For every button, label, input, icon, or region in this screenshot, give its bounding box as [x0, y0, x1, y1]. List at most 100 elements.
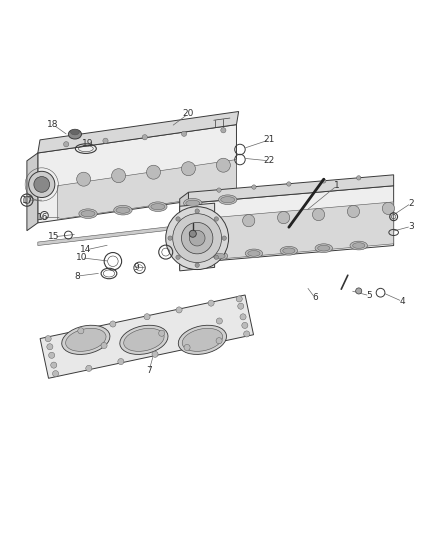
Polygon shape: [180, 192, 188, 270]
Polygon shape: [188, 175, 394, 203]
Ellipse shape: [71, 129, 79, 135]
Circle shape: [112, 169, 126, 183]
Circle shape: [216, 318, 223, 324]
Polygon shape: [188, 185, 394, 263]
Ellipse shape: [184, 198, 202, 208]
Circle shape: [53, 370, 59, 377]
Ellipse shape: [219, 195, 237, 205]
Ellipse shape: [62, 325, 110, 354]
Polygon shape: [38, 220, 232, 246]
Ellipse shape: [124, 328, 164, 351]
Ellipse shape: [149, 202, 167, 212]
Circle shape: [189, 230, 205, 246]
Circle shape: [195, 263, 199, 268]
Circle shape: [181, 161, 195, 176]
Circle shape: [86, 365, 92, 372]
Circle shape: [34, 176, 49, 192]
Ellipse shape: [213, 253, 225, 259]
Circle shape: [144, 314, 150, 320]
Circle shape: [166, 207, 229, 270]
Text: 13: 13: [226, 219, 238, 228]
Circle shape: [236, 296, 242, 302]
Polygon shape: [40, 295, 254, 378]
Ellipse shape: [68, 130, 81, 139]
Ellipse shape: [245, 249, 263, 258]
Circle shape: [217, 188, 221, 192]
Circle shape: [357, 176, 361, 180]
Ellipse shape: [151, 204, 165, 210]
Text: 17: 17: [22, 196, 34, 205]
Circle shape: [168, 236, 172, 240]
Text: 12: 12: [176, 219, 187, 228]
Text: 9: 9: [133, 263, 139, 272]
Circle shape: [189, 230, 196, 237]
Circle shape: [278, 212, 290, 224]
Circle shape: [244, 331, 250, 337]
Ellipse shape: [210, 252, 228, 261]
Circle shape: [214, 255, 219, 260]
Circle shape: [110, 321, 116, 327]
Ellipse shape: [280, 246, 297, 255]
Circle shape: [382, 203, 395, 215]
Circle shape: [78, 328, 84, 334]
Circle shape: [142, 135, 148, 140]
Circle shape: [216, 158, 230, 172]
Circle shape: [64, 142, 69, 147]
Circle shape: [238, 303, 244, 309]
Circle shape: [147, 165, 160, 179]
Text: 2: 2: [408, 199, 414, 208]
Circle shape: [101, 342, 107, 349]
Circle shape: [28, 171, 55, 198]
Polygon shape: [38, 125, 237, 223]
Circle shape: [208, 300, 214, 306]
Ellipse shape: [315, 244, 332, 253]
Circle shape: [176, 217, 180, 221]
Circle shape: [184, 344, 190, 351]
Text: 4: 4: [399, 297, 405, 306]
Circle shape: [47, 344, 53, 350]
Text: 7: 7: [146, 366, 152, 375]
Polygon shape: [180, 203, 215, 271]
Ellipse shape: [182, 328, 223, 351]
Text: 19: 19: [82, 139, 94, 148]
Polygon shape: [204, 202, 394, 261]
Text: 16: 16: [37, 213, 48, 222]
Circle shape: [181, 131, 187, 136]
Circle shape: [321, 179, 326, 183]
Circle shape: [181, 222, 213, 254]
Circle shape: [118, 359, 124, 365]
Ellipse shape: [79, 209, 97, 219]
Ellipse shape: [178, 325, 226, 354]
Circle shape: [176, 307, 182, 313]
Text: 3: 3: [408, 222, 414, 231]
Text: 20: 20: [183, 109, 194, 118]
Circle shape: [103, 138, 108, 143]
Text: 22: 22: [264, 156, 275, 165]
Circle shape: [208, 217, 220, 230]
Circle shape: [222, 236, 226, 240]
Text: 14: 14: [80, 245, 92, 254]
Text: 10: 10: [76, 253, 87, 262]
Text: 21: 21: [264, 135, 275, 144]
Ellipse shape: [81, 211, 95, 217]
Ellipse shape: [353, 243, 365, 248]
Ellipse shape: [350, 241, 367, 250]
Circle shape: [195, 209, 199, 213]
Circle shape: [252, 185, 256, 189]
Ellipse shape: [318, 245, 330, 251]
Ellipse shape: [221, 197, 235, 203]
Text: 6: 6: [312, 294, 318, 302]
Circle shape: [176, 255, 180, 260]
Circle shape: [242, 322, 248, 328]
Circle shape: [152, 351, 158, 357]
Ellipse shape: [114, 205, 132, 215]
Circle shape: [45, 336, 51, 342]
Text: 5: 5: [367, 291, 372, 300]
Circle shape: [159, 330, 165, 336]
Circle shape: [347, 205, 360, 217]
Circle shape: [287, 182, 291, 186]
Ellipse shape: [186, 200, 200, 206]
Text: 11: 11: [167, 241, 179, 250]
Circle shape: [214, 217, 219, 221]
Polygon shape: [57, 159, 237, 220]
